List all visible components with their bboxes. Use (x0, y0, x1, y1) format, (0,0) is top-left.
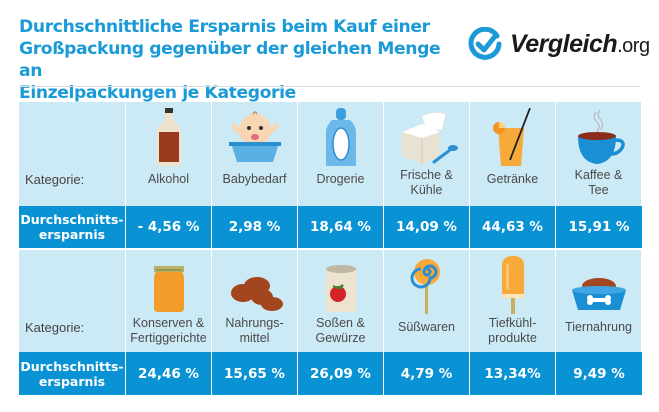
category-name-line: Soßen & (316, 316, 365, 330)
category-cell: Konserven & Fertiggerichte (126, 250, 212, 352)
savings-value: 14,09 % (384, 206, 470, 248)
savings-value: 15,91 % (556, 206, 642, 248)
lollipop-icon (410, 259, 440, 314)
savings-value: 26,09 % (298, 352, 384, 395)
jar-icon (153, 266, 184, 312)
category-name-line: Konserven & (132, 316, 205, 330)
category-cell: Kaffee & Tee (556, 102, 642, 206)
category-name-line: Fertiggerichte (130, 331, 207, 345)
category-name: Konserven & Fertiggerichte (126, 316, 211, 346)
savings-value: 15,65 % (212, 352, 298, 395)
savings-value: - 4,56 % (126, 206, 212, 248)
category-cell: Getränke (470, 102, 556, 206)
category-name: Tiefkühl- produkte (470, 316, 555, 346)
category-name: Tiernahrung (565, 320, 632, 334)
category-cell: Soßen & Gewürze (298, 250, 384, 352)
category-cell: Nahrungs- mittel (212, 250, 298, 352)
checkmark-circle-icon (468, 27, 502, 60)
coffee-cup-icon (577, 109, 625, 164)
category-name-line: mittel (239, 331, 270, 345)
savings-label-cell: Durchschnitts- ersparnis (19, 352, 126, 395)
savings-value: 44,63 % (470, 206, 556, 248)
category-label: Kategorie: (25, 172, 85, 187)
potatoes-icon (230, 277, 283, 311)
lotion-bottle-icon (325, 108, 356, 166)
header-divider (19, 86, 640, 87)
category-name: Alkohol (148, 172, 189, 186)
category-name-line: produkte (488, 331, 537, 345)
category-name: Frische & Kühle (384, 168, 469, 198)
juice-glass-icon (492, 108, 531, 166)
category-name: Getränke (486, 172, 539, 186)
category-cell: Frische & Kühle (384, 102, 470, 206)
title-line: Großpackung gegenüber der gleichen Menge… (19, 39, 441, 81)
savings-label-line: Durchschnitts- (20, 212, 124, 227)
category-cell: Tiernahrung (556, 250, 642, 352)
category-name-line: Tee (588, 183, 609, 197)
tomato-can-icon (325, 265, 356, 312)
category-name: Babybedarf (222, 172, 287, 186)
pet-bowl-icon (571, 278, 626, 310)
category-name-line: Kühle (410, 183, 443, 197)
category-name: Soßen & Gewürze (298, 316, 383, 346)
savings-value: 4,79 % (384, 352, 470, 395)
category-name: Drogerie (316, 172, 365, 186)
savings-value: 9,49 % (556, 352, 642, 395)
category-table-top: Kategorie: Alkohol Babybedarf Dr (19, 102, 642, 248)
vergleich-logo: Vergleich.org (468, 26, 650, 62)
popsicle-icon (501, 256, 524, 314)
category-table-bottom: Kategorie: Konserven & Fertiggerichte Na… (19, 250, 642, 395)
savings-value: 24,46 % (126, 352, 212, 395)
savings-label-line: Durchschnitts- (20, 358, 124, 374)
category-label-cell: Kategorie: (19, 102, 126, 206)
yogurt-cup-icon (401, 112, 458, 164)
logo-tld: .org (617, 34, 650, 57)
savings-label-line: ersparnis (38, 373, 106, 389)
category-cell: Drogerie (298, 102, 384, 206)
title-line: Durchschnittliche Ersparnis beim Kauf ei… (19, 17, 430, 37)
savings-value: 13,34% (470, 352, 556, 395)
category-name-line: Nahrungs- (225, 316, 284, 330)
category-label: Kategorie: (25, 320, 85, 335)
category-name-line: Kaffee & (574, 168, 623, 182)
category-cell: Alkohol (126, 102, 212, 206)
category-name: Kaffee & Tee (556, 168, 641, 198)
category-name-line: Gewürze (315, 331, 366, 345)
category-cell: Süßwaren (384, 250, 470, 352)
category-name-line: Tiefkühl- (488, 316, 537, 330)
savings-label-cell: Durchschnitts- ersparnis (19, 206, 126, 248)
baby-bathtub-icon (228, 111, 281, 162)
logo-text: Vergleich.org (510, 30, 650, 59)
category-label-cell: Kategorie: (19, 250, 126, 352)
category-cell: Babybedarf (212, 102, 298, 206)
title-line: Einzelpackungen je Kategorie (19, 83, 296, 103)
category-name: Süßwaren (398, 320, 455, 334)
savings-value: 2,98 % (212, 206, 298, 248)
page-title: Durchschnittliche Ersparnis beim Kauf ei… (19, 16, 449, 104)
savings-value: 18,64 % (298, 206, 384, 248)
liquor-bottle-icon (156, 108, 181, 166)
savings-label-line: ersparnis (38, 227, 106, 242)
category-name-line: Frische & (400, 168, 453, 182)
category-cell: Tiefkühl- produkte (470, 250, 556, 352)
logo-brand: Vergleich (510, 29, 618, 58)
category-name: Nahrungs- mittel (212, 316, 297, 346)
